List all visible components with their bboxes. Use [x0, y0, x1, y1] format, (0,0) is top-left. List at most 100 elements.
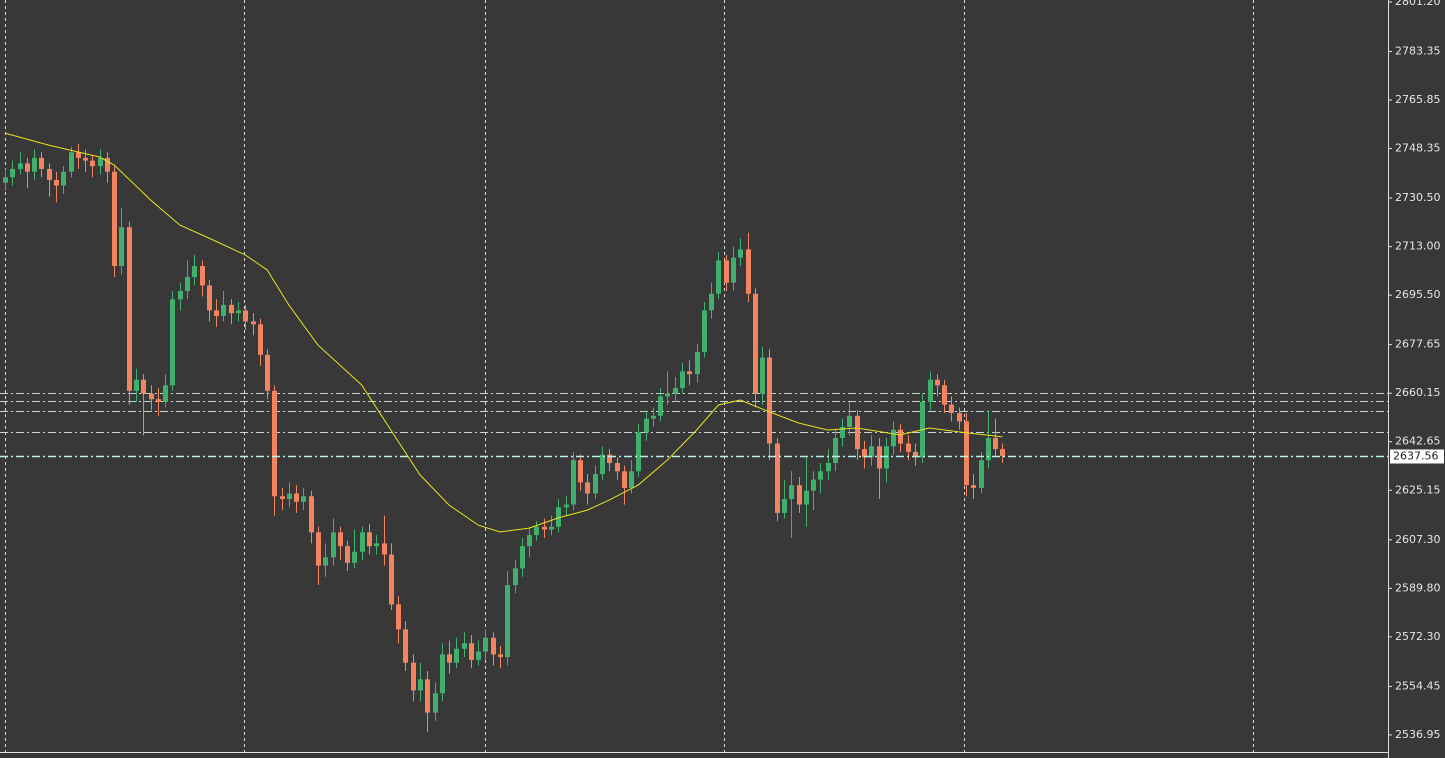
candle-body: [367, 532, 372, 547]
candle-body: [549, 526, 554, 530]
y-tick-label: 2642.65: [1395, 435, 1441, 448]
y-tick-label: 2625.15: [1395, 483, 1441, 496]
candle-body: [83, 157, 88, 161]
candle-body: [804, 490, 809, 505]
candle-body: [411, 662, 416, 691]
y-tick-label: 2589.80: [1395, 581, 1441, 594]
candle-body: [192, 266, 197, 278]
candle-body: [170, 299, 175, 386]
candle-body: [200, 266, 205, 286]
candle-body: [622, 471, 627, 488]
candle-body: [913, 451, 918, 458]
candle-body: [454, 648, 459, 663]
candle-body: [680, 371, 685, 389]
candle-body: [636, 432, 641, 472]
candle-body: [818, 471, 823, 480]
candle-body: [418, 679, 423, 691]
candle-body: [877, 446, 882, 469]
candle-body: [928, 379, 933, 402]
candle-body: [935, 379, 940, 386]
candle-body: [229, 304, 234, 314]
candle-body: [760, 357, 765, 394]
candle-body: [498, 654, 503, 658]
y-tick-label: 2748.35: [1395, 142, 1441, 155]
candle-body: [542, 526, 547, 530]
candle-body: [301, 496, 306, 502]
candle-body: [986, 437, 991, 461]
candle-body: [898, 429, 903, 444]
candle-body: [258, 324, 263, 355]
candle-body: [651, 415, 656, 419]
candle-body: [585, 482, 590, 494]
candle-body: [323, 557, 328, 566]
candle-body: [287, 493, 292, 500]
candle-body: [629, 471, 634, 488]
candle-body: [294, 493, 299, 502]
candle-body: [469, 643, 474, 660]
candle-body: [826, 462, 831, 472]
candle-body: [556, 507, 561, 527]
candle-body: [331, 532, 336, 558]
candle-body: [789, 485, 794, 500]
candle-body: [185, 277, 190, 291]
candle-body: [840, 426, 845, 438]
candle-body: [272, 390, 277, 497]
candle-body: [433, 693, 438, 713]
candle-body: [738, 249, 743, 258]
candle-body: [39, 157, 44, 169]
candle-body: [993, 437, 998, 450]
candle-body: [345, 546, 350, 563]
candle-body: [149, 393, 154, 400]
candle-body: [105, 157, 110, 172]
bid-label-box: [1390, 449, 1444, 464]
candle-body: [724, 260, 729, 283]
candle-body: [54, 180, 59, 186]
candle-body: [178, 290, 183, 300]
candle-body: [156, 399, 161, 402]
candle-body: [243, 310, 248, 322]
candle-body: [571, 460, 576, 505]
candle-body: [396, 604, 401, 630]
candle-body: [25, 163, 30, 172]
candle-body: [47, 168, 52, 181]
candle-body: [855, 415, 860, 450]
candle-body: [69, 152, 74, 172]
candle-body: [476, 651, 481, 660]
candle-body: [884, 446, 889, 469]
candle-body: [32, 157, 37, 172]
candle-body: [767, 357, 772, 444]
candle-body: [600, 454, 605, 475]
candle-body: [615, 462, 620, 472]
y-tick-label: 2677.65: [1395, 338, 1441, 351]
candle-body: [163, 385, 168, 402]
y-tick-label: 2607.30: [1395, 533, 1441, 546]
candle-body: [61, 171, 66, 186]
candle-body: [775, 443, 780, 513]
candle-body: [483, 637, 488, 652]
candle-body: [716, 260, 721, 294]
candle-body: [112, 171, 117, 267]
candle-body: [98, 157, 103, 167]
candle-body: [491, 637, 496, 655]
candle-body: [847, 415, 852, 427]
candle-body: [3, 177, 8, 183]
candle-body: [593, 474, 598, 494]
candle-body: [76, 152, 81, 158]
y-tick-label: 2660.15: [1395, 386, 1441, 399]
candle-body: [309, 496, 314, 533]
y-tick-label: 2536.95: [1395, 728, 1441, 741]
bid-label: 2637.56: [1393, 450, 1439, 463]
candle-body: [527, 535, 532, 547]
candle-body: [673, 388, 678, 394]
candle-body: [979, 460, 984, 488]
candle-body: [265, 354, 270, 391]
candle-body: [505, 585, 510, 658]
candle-body: [10, 168, 15, 178]
candle-body: [709, 293, 714, 311]
candle-body: [352, 551, 357, 563]
candle-body: [564, 504, 569, 508]
candle-body: [207, 285, 212, 311]
candle-body: [665, 393, 670, 397]
y-tick-label: 2783.35: [1395, 44, 1441, 57]
